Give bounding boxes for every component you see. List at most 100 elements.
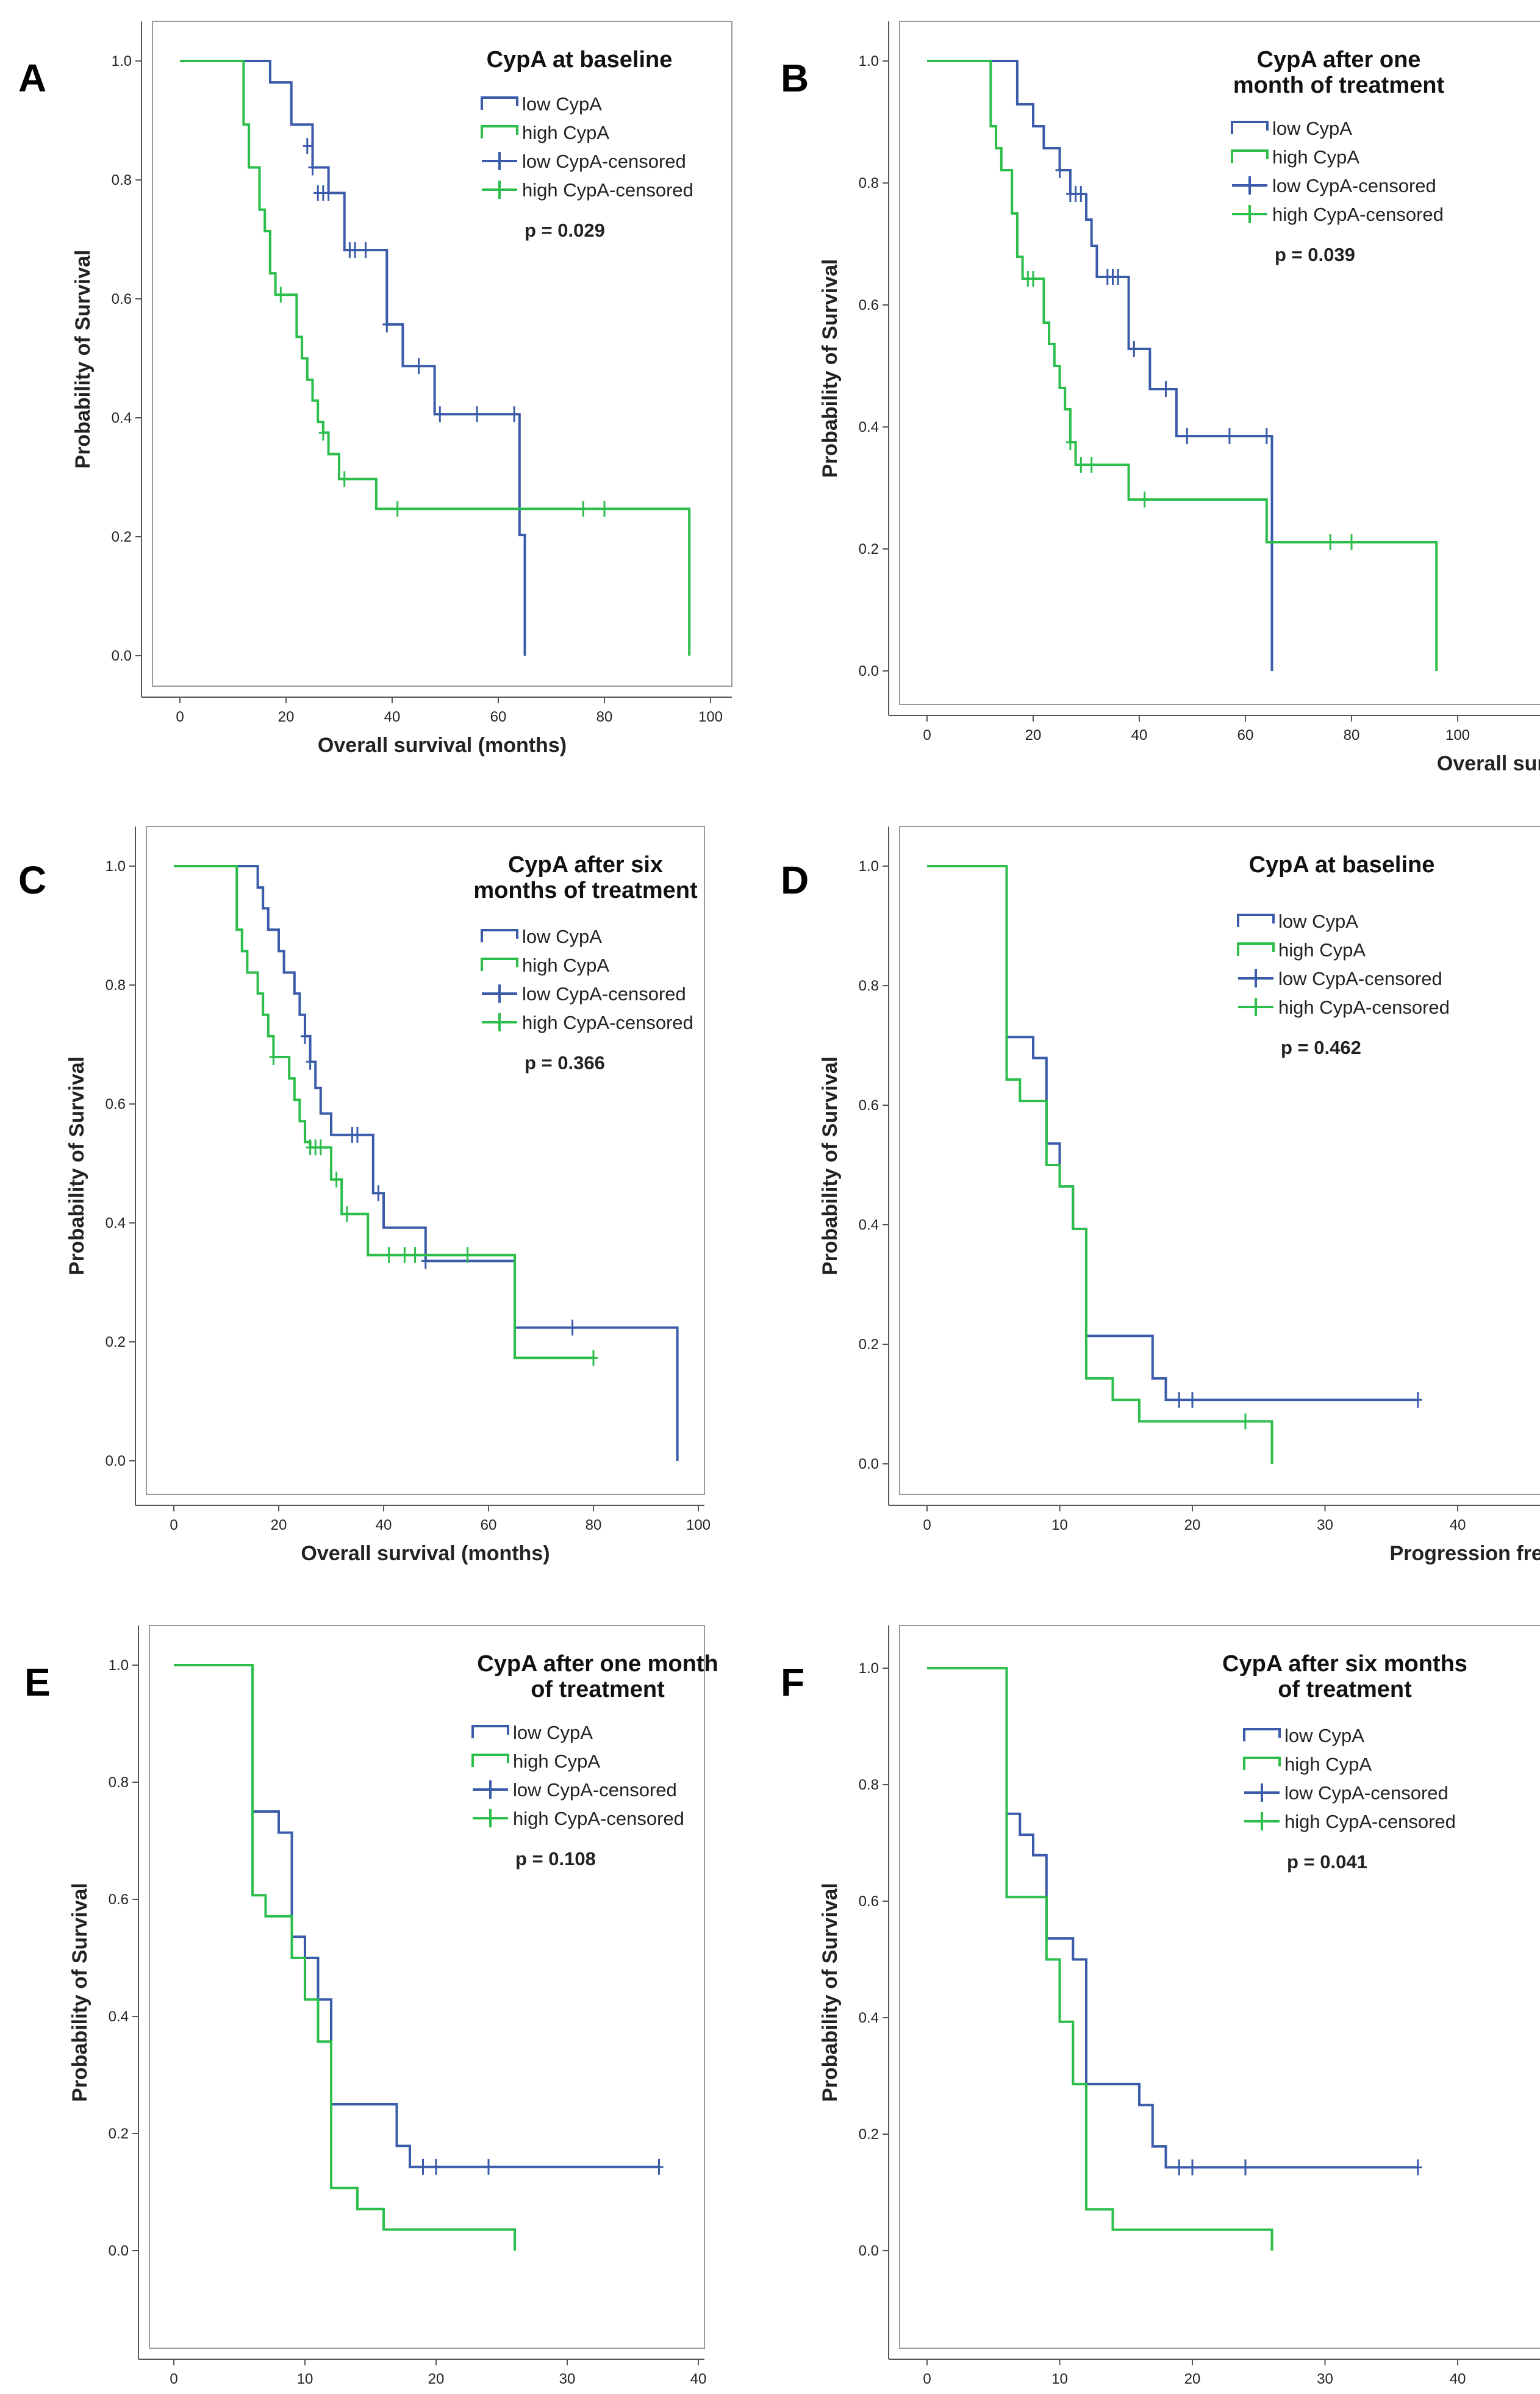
curve-low-cypa [174, 1664, 659, 2168]
chart-title: of treatment [1278, 1677, 1412, 1702]
legend-label: low CypA-censored [522, 983, 686, 1005]
y-tick-label: 0.0 [106, 1453, 126, 1469]
panel-letter: E [24, 1660, 51, 1704]
p-value: p = 0.041 [1287, 1851, 1367, 1873]
legend-label: low CypA-censored [522, 151, 686, 172]
x-tick-label: 40 [376, 1517, 392, 1533]
x-tick-label: 0 [170, 1517, 177, 1533]
panel-letter: A [18, 56, 46, 100]
curve-high-cypa [180, 60, 691, 656]
x-tick-label: 20 [1184, 1517, 1201, 1533]
y-tick-label: 0.0 [859, 2243, 879, 2259]
x-tick-label: 40 [690, 2371, 707, 2387]
curve-high-cypa [927, 1667, 1273, 2251]
y-tick-label: 0.2 [106, 1334, 126, 1350]
curve-high-cypa [174, 1664, 516, 2251]
x-tick-label: 20 [428, 2371, 445, 2387]
legend-label: low CypA [1284, 1725, 1364, 1746]
plot-frame [149, 1625, 705, 2349]
legend-label: low CypA [1278, 911, 1358, 932]
chart-title: CypA after one month [477, 1651, 718, 1677]
legend-swatch-high [1237, 942, 1275, 956]
x-tick-label: 20 [271, 1517, 287, 1533]
legend-label: high CypA [513, 1751, 600, 1772]
legend-label: high CypA-censored [1272, 204, 1444, 225]
legend-swatch-low [1231, 121, 1269, 134]
y-tick-label: 1.0 [109, 1657, 129, 1674]
y-axis-label: Probability of Survival [818, 1056, 842, 1275]
chart-title: of treatment [531, 1677, 665, 1702]
y-tick-label: 0.6 [859, 297, 879, 314]
y-tick-label: 1.0 [106, 858, 126, 875]
x-tick-label: 20 [278, 709, 295, 725]
x-tick-label: 60 [490, 709, 507, 725]
chart-title: CypA after six months [1222, 1651, 1467, 1677]
legend-swatch-low [471, 1725, 509, 1738]
y-tick-label: 0.8 [859, 1777, 879, 1793]
legend-label: high CypA [1272, 146, 1359, 168]
x-axis-label: Overall survival (months) [301, 1542, 550, 1565]
x-tick-label: 100 [1445, 727, 1470, 744]
y-tick-label: 1.0 [859, 858, 879, 875]
plot-frame [146, 826, 705, 1495]
x-tick-label: 40 [1450, 1517, 1466, 1533]
legend-label: high CypA-censored [1284, 1811, 1456, 1832]
y-tick-label: 0.4 [859, 419, 879, 435]
legend-label: high CypA-censored [513, 1808, 684, 1829]
x-tick-label: 10 [297, 2371, 313, 2387]
y-tick-label: 0.4 [106, 1215, 126, 1231]
y-tick-label: 0.0 [112, 648, 132, 664]
x-tick-label: 0 [176, 709, 184, 725]
y-tick-label: 0.2 [859, 1336, 879, 1353]
x-tick-label: 60 [1237, 727, 1254, 744]
y-tick-label: 1.0 [859, 1660, 879, 1677]
y-tick-label: 0.6 [112, 291, 132, 307]
legend-swatch-high [481, 958, 518, 971]
y-axis-label: Probability of Survival [68, 1883, 91, 2102]
panel-f: F010203040Progression free survival (mon… [781, 1625, 1540, 2387]
panel-e: E010203040Progression free survival (mon… [24, 1625, 718, 2387]
x-tick-label: 40 [1131, 727, 1148, 744]
x-tick-label: 100 [686, 1517, 711, 1533]
y-tick-label: 0.2 [859, 2126, 879, 2143]
legend-swatch-high [481, 125, 518, 138]
y-tick-label: 0.2 [109, 2126, 129, 2142]
legend-label: high CypA [1284, 1754, 1372, 1775]
curve-low-cypa [180, 60, 526, 656]
y-tick-label: 1.0 [859, 53, 879, 70]
legend-label: high CypA-censored [522, 179, 693, 201]
y-tick-label: 0.4 [112, 410, 132, 426]
legend-label: low CypA [513, 1722, 593, 1743]
legend-label: low CypA-censored [1278, 968, 1442, 989]
legend-swatch-high [1231, 149, 1269, 163]
chart-title: months of treatment [473, 878, 698, 903]
legend-swatch-low [481, 96, 518, 110]
plot-frame [899, 826, 1540, 1495]
legend-label: high CypA [522, 955, 609, 976]
x-tick-label: 30 [559, 2371, 576, 2387]
x-tick-label: 60 [481, 1517, 497, 1533]
y-tick-label: 0.8 [112, 172, 132, 188]
x-tick-label: 80 [596, 709, 613, 725]
legend-label: low CypA [1272, 118, 1352, 139]
legend-label: low CypA-censored [1272, 175, 1436, 196]
x-tick-label: 30 [1317, 1517, 1333, 1533]
x-tick-label: 80 [1344, 727, 1360, 744]
legend-label: low CypA [522, 93, 602, 115]
legend-swatch-low [481, 929, 518, 942]
chart-title: CypA after six [508, 852, 663, 878]
legend-label: high CypA-censored [522, 1012, 693, 1033]
panel-d: D 0 10 20 30 40 Progression free survival (mon… [781, 826, 1540, 1565]
legend-label: high CypA [1278, 939, 1366, 961]
panel-b: B 0 20 40 60 80 100 Overall survival (months) 0.… [781, 21, 1540, 775]
x-tick-label: 40 [1450, 2371, 1466, 2387]
x-tick-label: 30 [1317, 2371, 1333, 2387]
legend-swatch-high [471, 1754, 509, 1767]
panel-letter: C [18, 858, 46, 902]
y-tick-label: 0.8 [859, 978, 879, 994]
legend-swatch-high [1243, 1757, 1281, 1770]
y-tick-label: 0.6 [109, 1891, 129, 1908]
x-axis-label: Overall survival (months) [318, 734, 567, 757]
